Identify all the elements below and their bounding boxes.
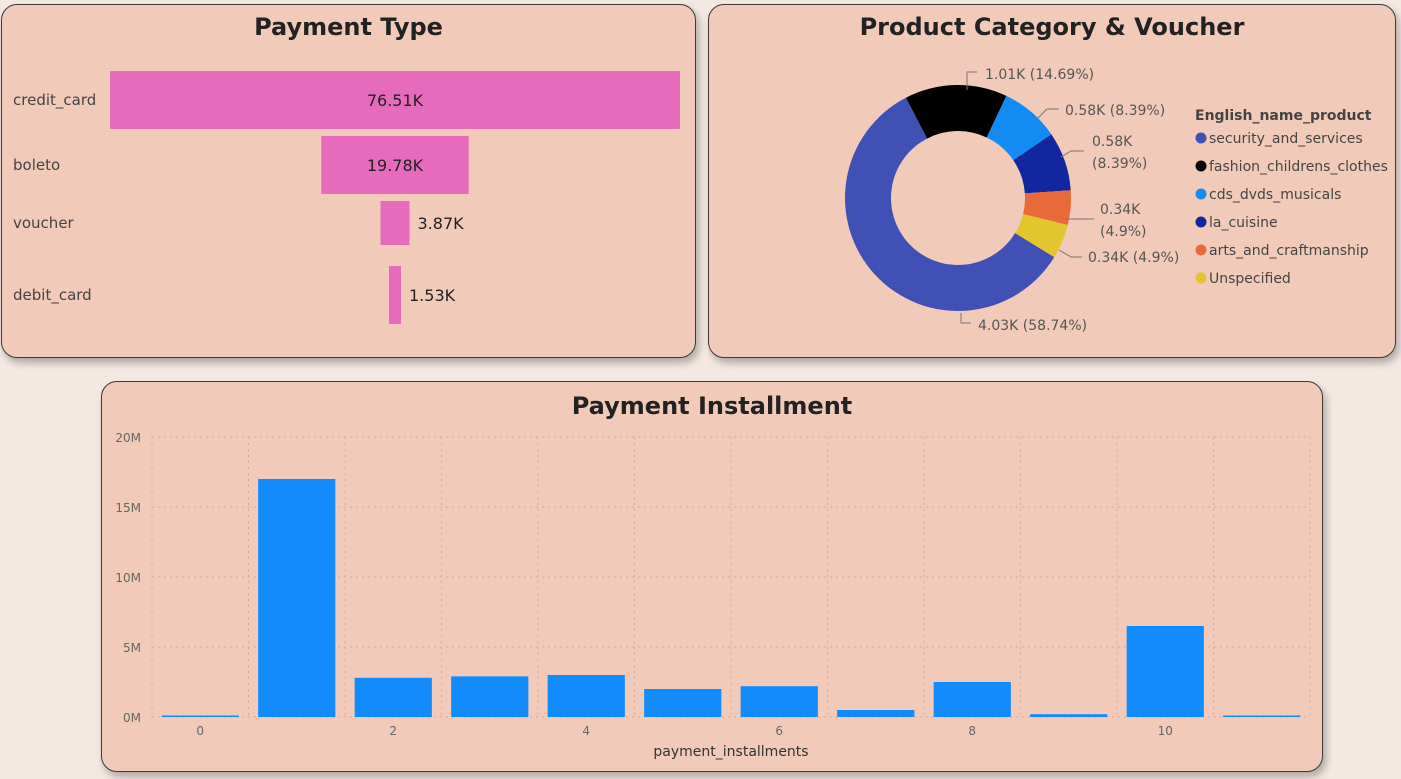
installment-bar <box>161 715 239 717</box>
donut-slice <box>1013 134 1071 194</box>
installment-bar <box>1126 626 1204 717</box>
installment-bar <box>1223 715 1301 717</box>
x-tick-label: 6 <box>775 724 783 738</box>
installment-bar <box>451 676 529 717</box>
installment-bar <box>644 689 722 717</box>
donut-data-label: 0.58K (8.39%) <box>1065 103 1165 119</box>
installment-bar <box>740 686 818 717</box>
x-tick-label: 8 <box>968 724 976 738</box>
product-category-panel: Product Category & Voucher 4.03K (58.74%… <box>708 4 1396 358</box>
donut-data-label: 1.01K (14.69%) <box>985 67 1094 83</box>
funnel-category-label: debit_card <box>13 286 92 305</box>
legend-item-label: la_cuisine <box>1209 215 1278 231</box>
legend-marker <box>1195 216 1207 228</box>
funnel-value-label: 19.78K <box>367 156 424 175</box>
donut-data-label: (8.39%) <box>1092 156 1147 172</box>
funnel-category-label: voucher <box>13 214 75 232</box>
donut-data-label: 0.34K (4.9%) <box>1088 250 1179 266</box>
legend-item-label: cds_dvds_musicals <box>1209 187 1341 203</box>
legend-item-label: security_and_services <box>1209 131 1363 147</box>
y-tick-label: 0M <box>123 711 141 725</box>
funnel-value-label: 76.51K <box>367 91 424 110</box>
funnel-value-label: 3.87K <box>418 214 465 233</box>
product-category-title: Product Category & Voucher <box>859 13 1245 41</box>
x-axis-label: payment_installments <box>653 744 808 760</box>
donut-leader-line <box>1060 150 1084 158</box>
donut-leader-line <box>1058 249 1082 258</box>
donut-leader-line <box>966 71 977 90</box>
donut-data-label: 0.58K <box>1092 134 1133 150</box>
y-tick-label: 20M <box>115 431 141 445</box>
legend-marker <box>1195 188 1207 200</box>
legend-title: English_name_product <box>1195 108 1372 124</box>
donut-slice <box>905 85 1007 139</box>
donut-slice <box>1015 214 1068 258</box>
payment-type-title: Payment Type <box>254 13 443 41</box>
payment-type-chart: credit_card 76.51K boleto 19.78K voucher 3.87… <box>13 71 680 324</box>
legend-marker <box>1195 160 1207 172</box>
funnel-category-label: boleto <box>13 156 60 174</box>
product-category-chart: 4.03K (58.74%) 1.01K (14.69%) 0.58K (8.39%… <box>845 67 1388 334</box>
legend-item-label: Unspecified <box>1209 271 1291 287</box>
y-tick-label: 15M <box>115 501 141 515</box>
installment-bar <box>837 710 915 717</box>
funnel-value-label: 1.53K <box>409 286 456 305</box>
installment-bar <box>354 677 432 717</box>
legend-marker <box>1195 244 1207 256</box>
legend-marker <box>1195 132 1207 144</box>
funnel-category-label: credit_card <box>13 91 96 110</box>
donut-slice <box>845 97 1055 311</box>
installment-bar <box>258 479 336 717</box>
donut-data-label: 4.03K (58.74%) <box>978 318 1087 334</box>
legend-item-label: fashion_childrens_clothes <box>1209 159 1388 175</box>
installment-bar <box>933 682 1011 717</box>
donut-leader-line <box>1036 108 1059 120</box>
payment-installment-chart: 0M 5M 10M 15M 20M 0 2 4 6 8 10 payment_installments <box>115 431 1311 760</box>
donut-data-label: 0.34K <box>1100 202 1141 218</box>
installment-bar <box>547 675 625 717</box>
donut-data-label: (4.9%) <box>1100 224 1147 240</box>
x-tick-label: 4 <box>582 724 590 738</box>
donut-slice <box>986 95 1052 161</box>
x-tick-label: 0 <box>196 724 204 738</box>
funnel-bar <box>389 266 401 324</box>
funnel-bar <box>321 136 469 194</box>
donut-leader-line <box>960 313 971 324</box>
payment-installment-title: Payment Installment <box>571 392 853 420</box>
legend-marker <box>1195 272 1207 284</box>
legend-item-label: arts_and_craftmanship <box>1209 243 1369 259</box>
y-tick-label: 5M <box>123 641 141 655</box>
funnel-bar <box>110 71 680 129</box>
y-tick-label: 10M <box>115 571 141 585</box>
payment-type-panel: Payment Type credit_card 76.51K boleto 19.7… <box>1 4 696 358</box>
donut-slice <box>1023 190 1071 226</box>
payment-installment-panel: Payment Installment 0M 5M 10M 15M 20M 0 2 4 6 8 10… <box>101 381 1323 772</box>
installment-bar <box>1030 714 1108 717</box>
funnel-bar <box>380 201 410 245</box>
x-tick-label: 10 <box>1158 724 1173 738</box>
x-tick-label: 2 <box>389 724 397 738</box>
